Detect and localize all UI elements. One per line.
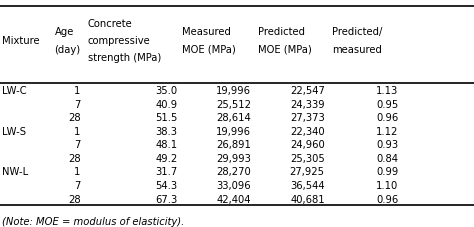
Text: (day): (day) <box>55 44 81 54</box>
Text: 28,614: 28,614 <box>217 113 251 123</box>
Text: 1: 1 <box>74 126 81 136</box>
Text: 22,547: 22,547 <box>290 86 325 96</box>
Text: strength (MPa): strength (MPa) <box>88 53 161 63</box>
Text: 0.93: 0.93 <box>376 140 398 150</box>
Text: Predicted/: Predicted/ <box>332 27 382 37</box>
Text: 28: 28 <box>68 194 81 204</box>
Text: 19,996: 19,996 <box>216 86 251 96</box>
Text: 7: 7 <box>74 180 81 190</box>
Text: 48.1: 48.1 <box>155 140 178 150</box>
Text: NW-L: NW-L <box>2 167 28 177</box>
Text: compressive: compressive <box>88 36 150 46</box>
Text: 1: 1 <box>74 86 81 96</box>
Text: 35.0: 35.0 <box>155 86 178 96</box>
Text: MOE (MPa): MOE (MPa) <box>258 44 312 54</box>
Text: 0.84: 0.84 <box>376 153 398 163</box>
Text: 28: 28 <box>68 153 81 163</box>
Text: 0.96: 0.96 <box>376 113 398 123</box>
Text: 25,512: 25,512 <box>216 99 251 109</box>
Text: 42,404: 42,404 <box>217 194 251 204</box>
Text: 29,993: 29,993 <box>216 153 251 163</box>
Text: 25,305: 25,305 <box>290 153 325 163</box>
Text: Predicted: Predicted <box>258 27 305 37</box>
Text: (Note: MOE = modulus of elasticity).: (Note: MOE = modulus of elasticity). <box>2 216 184 226</box>
Text: Mixture: Mixture <box>2 36 40 46</box>
Text: 67.3: 67.3 <box>155 194 178 204</box>
Text: 49.2: 49.2 <box>155 153 178 163</box>
Text: 31.7: 31.7 <box>155 167 178 177</box>
Text: 54.3: 54.3 <box>155 180 178 190</box>
Text: MOE (MPa): MOE (MPa) <box>182 44 236 54</box>
Text: 38.3: 38.3 <box>156 126 178 136</box>
Text: 1.13: 1.13 <box>376 86 398 96</box>
Text: 19,996: 19,996 <box>216 126 251 136</box>
Text: 36,544: 36,544 <box>290 180 325 190</box>
Text: 26,891: 26,891 <box>216 140 251 150</box>
Text: 1.10: 1.10 <box>376 180 398 190</box>
Text: 22,340: 22,340 <box>290 126 325 136</box>
Text: Age: Age <box>55 27 74 37</box>
Text: 51.5: 51.5 <box>155 113 178 123</box>
Text: LW-S: LW-S <box>2 126 27 136</box>
Text: 40.9: 40.9 <box>155 99 178 109</box>
Text: 0.99: 0.99 <box>376 167 398 177</box>
Text: 0.96: 0.96 <box>376 194 398 204</box>
Text: Concrete: Concrete <box>88 19 132 29</box>
Text: 1: 1 <box>74 167 81 177</box>
Text: 28: 28 <box>68 113 81 123</box>
Text: 0.95: 0.95 <box>376 99 398 109</box>
Text: 7: 7 <box>74 99 81 109</box>
Text: 7: 7 <box>74 140 81 150</box>
Text: LW-C: LW-C <box>2 86 27 96</box>
Text: measured: measured <box>332 44 382 54</box>
Text: Measured: Measured <box>182 27 231 37</box>
Text: 24,960: 24,960 <box>290 140 325 150</box>
Text: 28,270: 28,270 <box>217 167 251 177</box>
Text: 24,339: 24,339 <box>290 99 325 109</box>
Text: 1.12: 1.12 <box>376 126 398 136</box>
Text: 33,096: 33,096 <box>217 180 251 190</box>
Text: 40,681: 40,681 <box>290 194 325 204</box>
Text: 27,373: 27,373 <box>290 113 325 123</box>
Text: 27,925: 27,925 <box>290 167 325 177</box>
